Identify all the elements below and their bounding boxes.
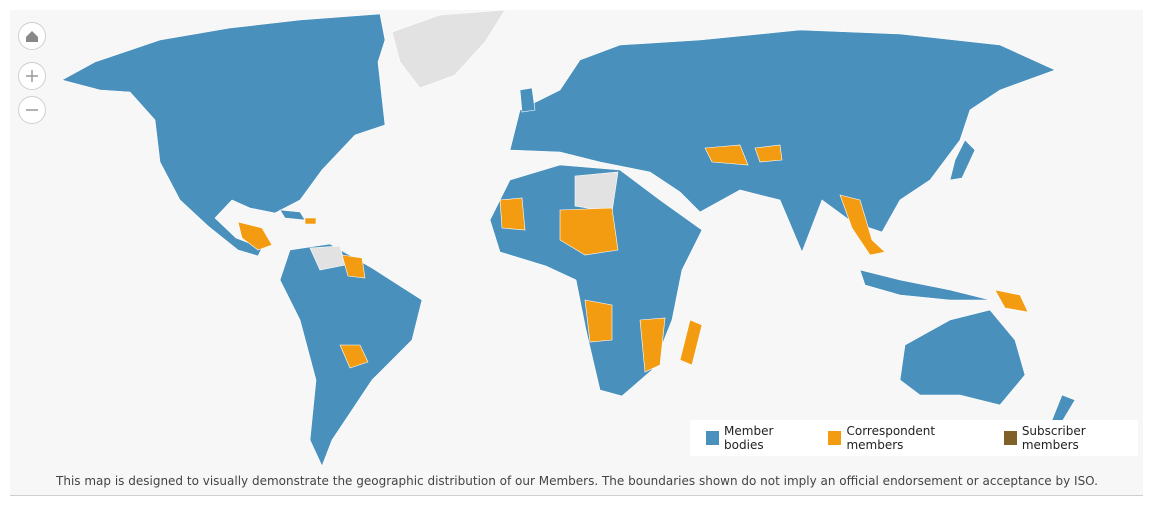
zoom-in-button[interactable]	[18, 62, 46, 90]
north-america	[61, 13, 386, 257]
libya	[574, 171, 619, 213]
caption: This map is designed to visually demonst…	[56, 474, 1098, 488]
australia	[899, 309, 1026, 406]
paraguay	[339, 344, 369, 369]
guyana-suriname	[341, 254, 366, 279]
mauritania	[499, 197, 526, 231]
legend-label: Subscriber members	[1021, 424, 1086, 452]
home-button[interactable]	[18, 22, 46, 50]
legend-swatch	[828, 431, 842, 445]
legend-item: Correspondent members	[828, 424, 985, 452]
niger-chad	[559, 207, 619, 256]
madagascar	[679, 319, 703, 366]
zoom-out-button[interactable]	[18, 96, 46, 124]
japan	[949, 139, 976, 181]
legend-label: Correspondent members	[846, 424, 936, 452]
myanmar-laos	[839, 194, 886, 256]
legend-swatch	[706, 431, 720, 445]
legend-item: Member bodies	[706, 424, 810, 452]
central-asia	[704, 144, 749, 166]
central-america	[237, 221, 273, 251]
southern-africa	[584, 299, 613, 343]
kyrgyzstan	[754, 144, 783, 163]
haiti	[304, 217, 317, 225]
eurasia	[509, 29, 1056, 253]
mozambique	[639, 317, 666, 373]
legend-item: Subscriber members	[1003, 424, 1138, 452]
legend: Member bodies Correspondent members Subscr…	[690, 420, 1138, 456]
greenland	[391, 9, 506, 89]
divider	[10, 495, 1143, 496]
uk	[519, 87, 536, 113]
legend-swatch	[1003, 431, 1017, 445]
indonesia	[859, 269, 991, 301]
papua-new-guinea	[994, 289, 1029, 313]
legend-label: Member bodies	[724, 424, 774, 452]
